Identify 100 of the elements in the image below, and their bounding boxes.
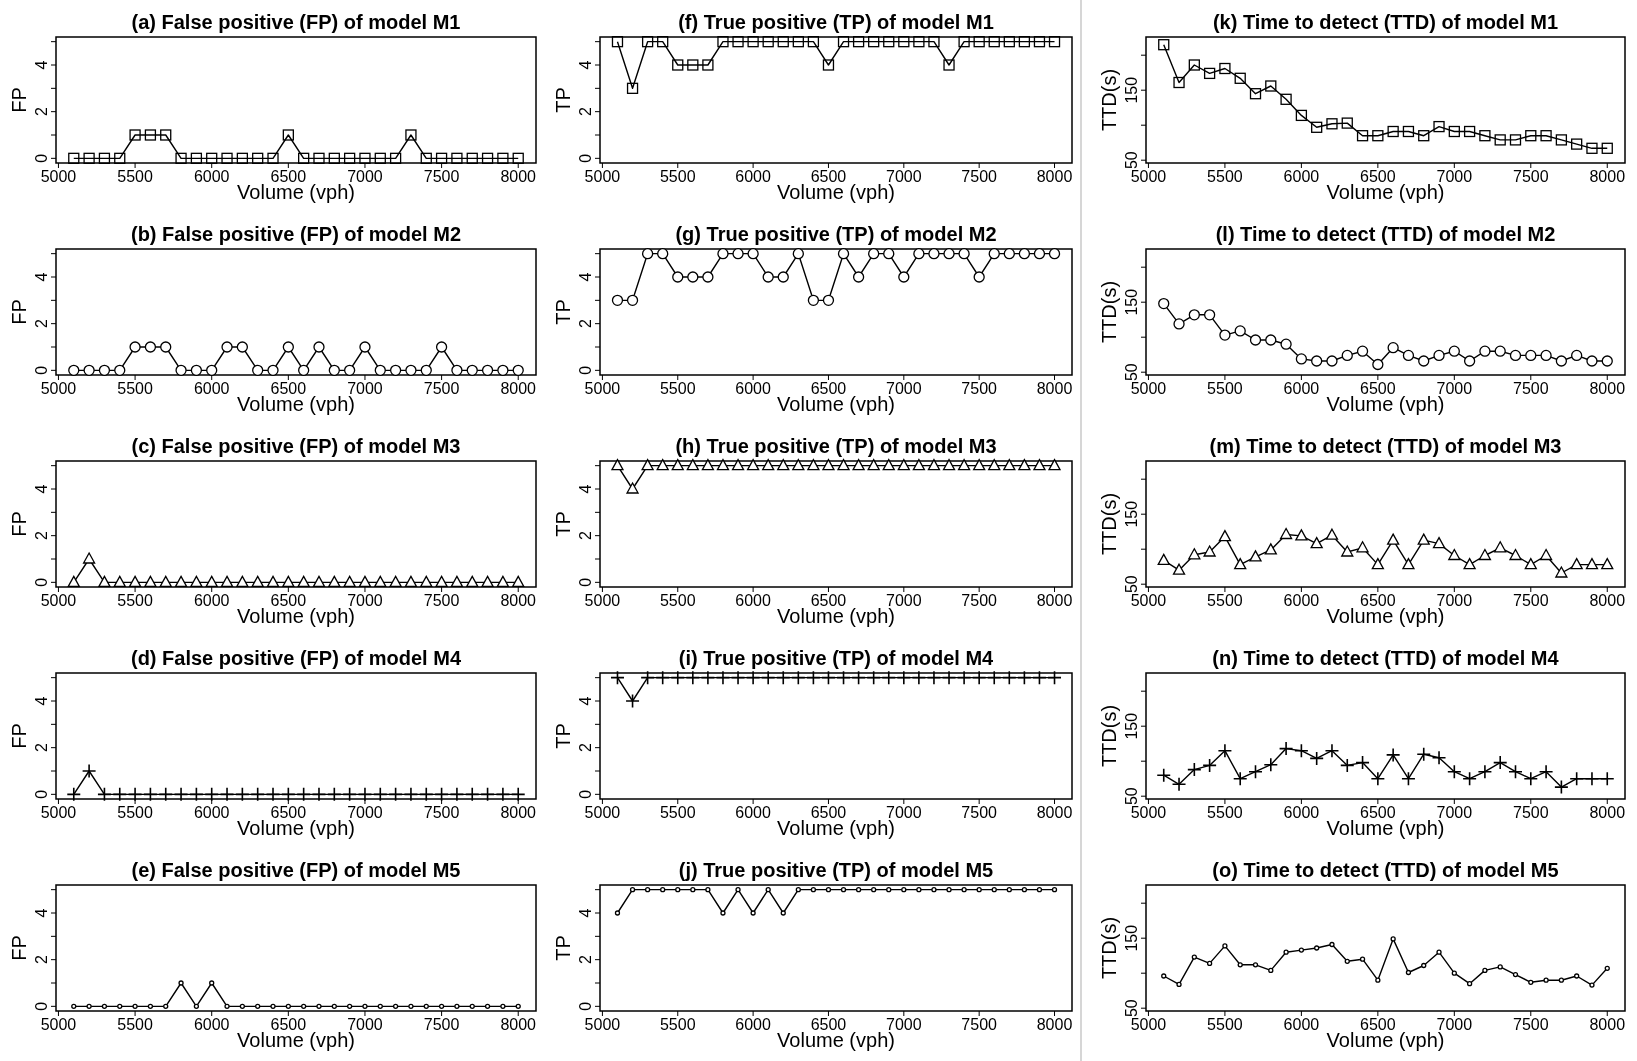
x-tick-label: 8000 xyxy=(500,380,537,397)
x-tick-label: 5000 xyxy=(584,380,621,397)
y-axis-title: TP xyxy=(552,723,574,749)
chart-title: (i) True positive (TP) of model M4 xyxy=(678,647,995,669)
x-tick-label: 6000 xyxy=(193,380,230,397)
chart-title: (k) Time to detect (TTD) of model M1 xyxy=(1212,11,1559,33)
x-tick-label: 7500 xyxy=(423,1016,460,1033)
y-tick-label: 2 xyxy=(577,743,594,753)
y-tick-label: 0 xyxy=(577,577,594,587)
y-tick-label: 0 xyxy=(33,789,50,799)
x-tick-label: 7500 xyxy=(1512,380,1549,397)
y-axis-title: TP xyxy=(552,87,574,113)
y-axis-title: FP xyxy=(8,511,30,537)
x-tick-label: 5000 xyxy=(584,1016,621,1033)
y-axis-title: FP xyxy=(8,723,30,749)
x-tick-label: 6000 xyxy=(193,804,230,821)
y-axis-title: TP xyxy=(552,511,574,537)
x-tick-label: 5000 xyxy=(1130,804,1167,821)
y-tick-label: 150 xyxy=(1123,500,1140,528)
y-tick-label: 2 xyxy=(577,955,594,965)
x-tick-label: 6000 xyxy=(1283,380,1320,397)
x-tick-label: 7500 xyxy=(423,380,460,397)
x-tick-label: 5000 xyxy=(40,380,77,397)
y-tick-label: 150 xyxy=(1123,712,1140,740)
y-tick-label: 2 xyxy=(33,955,50,965)
x-tick-label: 6000 xyxy=(193,168,230,185)
x-tick-label: 6000 xyxy=(193,1016,230,1033)
y-tick-label: 4 xyxy=(577,696,594,706)
x-tick-label: 6000 xyxy=(1283,804,1320,821)
x-tick-label: 5000 xyxy=(1130,168,1167,185)
y-tick-label: 0 xyxy=(577,789,594,799)
x-tick-label: 7500 xyxy=(1512,804,1549,821)
y-tick-label: 4 xyxy=(33,696,50,706)
y-tick-label: 150 xyxy=(1123,924,1140,952)
x-tick-label: 8000 xyxy=(1036,380,1073,397)
x-tick-label: 5000 xyxy=(1130,380,1167,397)
y-tick-label: 4 xyxy=(577,60,594,70)
x-tick-label: 8000 xyxy=(1589,380,1626,397)
x-tick-label: 7500 xyxy=(1512,1016,1549,1033)
y-tick-label: 50 xyxy=(1123,787,1140,806)
x-tick-label: 5500 xyxy=(117,1016,153,1033)
y-tick-label: 2 xyxy=(577,531,594,541)
x-tick-label: 5000 xyxy=(584,592,621,609)
x-tick-label: 5000 xyxy=(40,804,77,821)
y-axis-title: FP xyxy=(8,299,30,325)
x-tick-label: 5500 xyxy=(1207,168,1243,185)
chart-title: (j) True positive (TP) of model M5 xyxy=(678,859,994,881)
x-tick-label: 7500 xyxy=(961,380,998,397)
y-tick-label: 4 xyxy=(577,272,594,282)
x-tick-label: 5500 xyxy=(117,592,153,609)
x-tick-label: 6000 xyxy=(193,592,230,609)
y-tick-label: 4 xyxy=(577,484,594,494)
x-tick-label: 8000 xyxy=(1589,1016,1626,1033)
x-tick-label: 6000 xyxy=(735,1016,772,1033)
x-tick-label: 7500 xyxy=(423,592,460,609)
y-tick-label: 2 xyxy=(577,107,594,117)
y-tick-label: 2 xyxy=(577,319,594,329)
x-tick-label: 5000 xyxy=(40,592,77,609)
y-tick-label: 0 xyxy=(33,1001,50,1011)
y-axis-title: TTD(s) xyxy=(1098,704,1120,768)
x-tick-label: 5500 xyxy=(659,1016,696,1033)
y-tick-label: 2 xyxy=(33,319,50,329)
x-tick-label: 6000 xyxy=(1283,592,1320,609)
x-tick-label: 8000 xyxy=(1036,168,1073,185)
x-tick-label: 5000 xyxy=(1130,592,1167,609)
y-tick-label: 4 xyxy=(33,60,50,70)
y-tick-label: 150 xyxy=(1123,288,1140,316)
x-tick-label: 5500 xyxy=(659,380,696,397)
x-tick-label: 6000 xyxy=(735,592,772,609)
x-tick-label: 8000 xyxy=(1589,804,1626,821)
y-tick-label: 2 xyxy=(33,107,50,117)
x-tick-label: 5500 xyxy=(659,804,696,821)
y-axis-title: TP xyxy=(552,935,574,961)
y-axis-title: TTD(s) xyxy=(1098,68,1120,132)
y-tick-label: 2 xyxy=(33,531,50,541)
chart-title: (e) False positive (FP) of model M5 xyxy=(131,859,461,881)
y-axis-title: TTD(s) xyxy=(1098,492,1120,556)
chart-title: (n) Time to detect (TTD) of model M4 xyxy=(1212,647,1560,669)
y-tick-label: 50 xyxy=(1123,999,1140,1018)
y-tick-label: 4 xyxy=(33,484,50,494)
x-tick-label: 5500 xyxy=(117,804,153,821)
x-tick-label: 7500 xyxy=(961,1016,998,1033)
y-axis-title: TTD(s) xyxy=(1098,280,1120,344)
chart-title: (f) True positive (TP) of model M1 xyxy=(678,11,994,33)
y-tick-label: 0 xyxy=(577,153,594,163)
x-tick-label: 5500 xyxy=(117,168,153,185)
y-axis-title: TP xyxy=(552,299,574,325)
x-tick-label: 7500 xyxy=(423,168,460,185)
x-tick-label: 6000 xyxy=(1283,168,1320,185)
x-tick-label: 5000 xyxy=(40,168,77,185)
chart-title: (a) False positive (FP) of model M1 xyxy=(131,11,461,33)
y-axis-title: FP xyxy=(8,87,30,113)
x-tick-label: 5000 xyxy=(40,1016,77,1033)
x-tick-label: 5500 xyxy=(1207,592,1243,609)
chart-title: (c) False positive (FP) of model M3 xyxy=(131,435,461,457)
y-axis-title: TTD(s) xyxy=(1098,916,1120,980)
y-tick-label: 4 xyxy=(33,908,50,918)
chart-title: (d) False positive (FP) of model M4 xyxy=(130,647,462,669)
x-tick-label: 5000 xyxy=(584,168,621,185)
x-tick-label: 5500 xyxy=(117,380,153,397)
